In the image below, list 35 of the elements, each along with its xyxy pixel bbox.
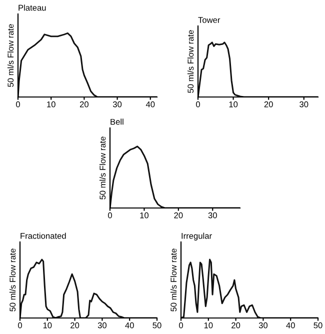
- x-tick-label: 10: [43, 322, 52, 328]
- x-tick-label: 30: [208, 212, 217, 218]
- x-tick-label: 10: [229, 101, 238, 108]
- x-tick-label: 0: [179, 322, 183, 328]
- x-tick-label: 20: [70, 322, 80, 328]
- chart-title: Irregular: [182, 232, 212, 240]
- y-axis-title: 50 ml/s Flow rate: [9, 248, 16, 312]
- x-tick-label: 10: [47, 101, 56, 108]
- x-tick-label: 10: [140, 212, 149, 218]
- x-tick-label: 30: [258, 322, 268, 328]
- y-axis-title: 50 ml/s Flow rate: [99, 136, 106, 200]
- x-tick-label: 50: [152, 322, 162, 328]
- chart-title: Bell: [110, 118, 124, 125]
- x-tick-label: 0: [18, 322, 22, 328]
- x-tick-label: 0: [196, 101, 200, 108]
- x-tick-label: 20: [174, 212, 183, 218]
- x-tick-label: 0: [108, 212, 112, 218]
- x-tick-label: 30: [112, 101, 122, 108]
- x-tick-label: 40: [125, 322, 134, 328]
- x-tick-label: 10: [204, 322, 213, 328]
- x-tick-label: 30: [98, 322, 107, 328]
- chart-title: Fractionated: [20, 232, 66, 239]
- x-tick-label: 20: [232, 322, 240, 328]
- y-axis-title: 50 ml/s Flow rate: [187, 30, 194, 93]
- y-axis-title: 50 ml/s Flow rate: [7, 24, 14, 87]
- x-tick-label: 30: [300, 101, 308, 108]
- x-tick-label: 40: [146, 101, 155, 108]
- chart-title: Tower: [198, 17, 220, 23]
- x-tick-label: 40: [286, 322, 295, 328]
- y-axis-title: 50 ml/s Flow rate: [170, 248, 177, 312]
- x-tick-label: 50: [314, 322, 322, 328]
- x-tick-label: 20: [264, 101, 273, 108]
- x-tick-label: 0: [16, 101, 20, 108]
- chart-title: Plateau: [18, 4, 46, 11]
- x-tick-label: 20: [80, 101, 88, 108]
